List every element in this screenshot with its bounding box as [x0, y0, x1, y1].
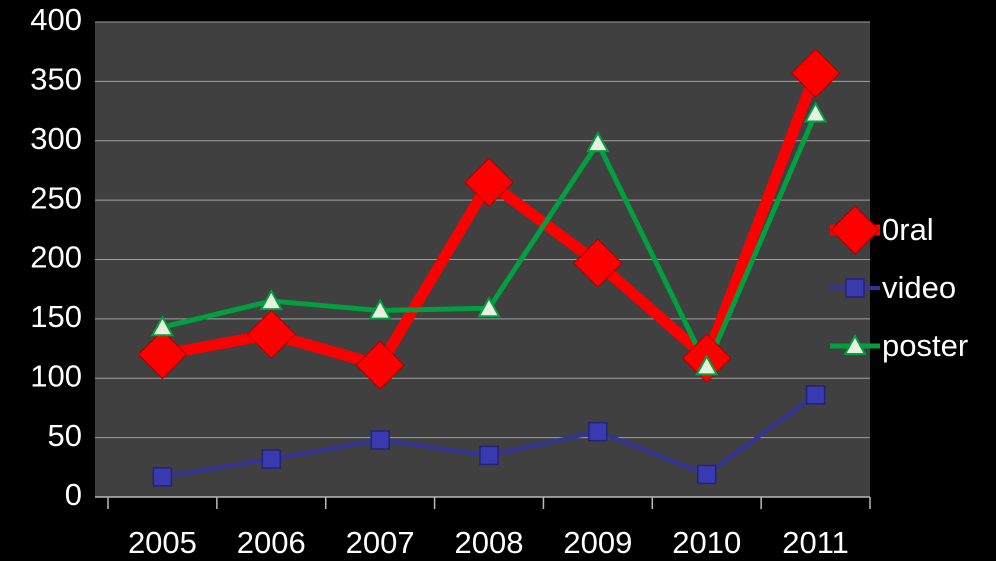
y-tick-label: 400	[30, 2, 82, 37]
y-tick-label: 0	[65, 477, 82, 512]
x-tick-label: 2007	[346, 525, 415, 560]
data-point	[696, 464, 717, 485]
x-tick-label: 2006	[237, 525, 306, 560]
y-tick-label: 350	[30, 62, 82, 97]
y-tick-label: 150	[30, 299, 82, 334]
data-point	[246, 309, 296, 360]
legend-label: poster	[882, 328, 968, 363]
data-point	[790, 48, 841, 98]
data-point	[137, 329, 188, 380]
x-tick-label: 2010	[672, 525, 741, 560]
data-point	[588, 421, 608, 442]
data-point	[150, 315, 175, 337]
legend-marker	[845, 278, 865, 298]
data-point	[477, 296, 501, 318]
y-tick-label: 100	[30, 358, 82, 393]
legend-marker	[843, 333, 867, 355]
data-point	[695, 354, 719, 376]
x-tick-label: 2009	[563, 525, 632, 560]
data-point	[152, 467, 173, 487]
data-point	[803, 101, 828, 123]
legend-marker	[830, 205, 880, 255]
data-point	[370, 430, 390, 450]
data-point	[805, 385, 826, 405]
y-tick-label: 300	[30, 121, 82, 156]
data-point	[573, 238, 623, 288]
x-tick-label: 2008	[455, 525, 524, 560]
data-point	[261, 449, 282, 469]
data-point	[479, 445, 499, 466]
x-tick-label: 2005	[128, 525, 197, 560]
data-point	[368, 298, 392, 320]
y-tick-label: 50	[48, 418, 82, 453]
data-point	[586, 131, 610, 153]
data-point	[259, 289, 283, 311]
legend-label: video	[882, 270, 956, 305]
legend-label: 0ral	[882, 212, 934, 247]
y-tick-label: 200	[30, 240, 82, 275]
y-tick-label: 250	[30, 180, 82, 215]
data-point	[464, 157, 514, 208]
data-point	[355, 340, 405, 390]
x-tick-label: 2011	[782, 525, 849, 560]
